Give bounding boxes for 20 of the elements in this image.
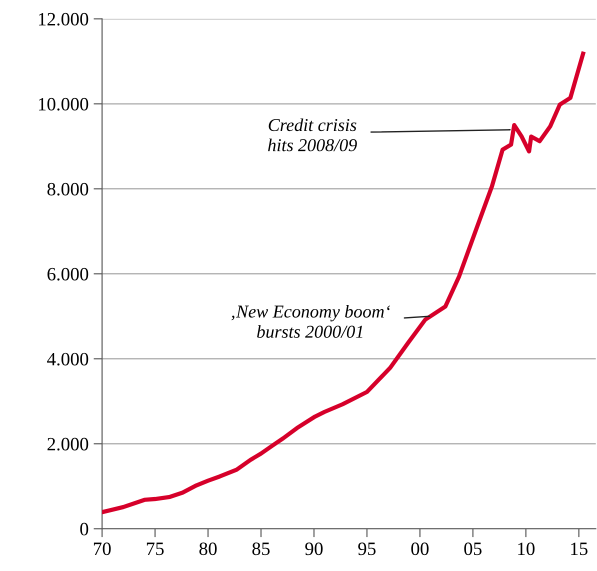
- x-tick-label: 80: [199, 542, 217, 556]
- x-tick-label: 15: [571, 542, 588, 556]
- x-tick-label: 70: [94, 542, 111, 556]
- annotation: Credit crisis hits 2008/09: [268, 118, 357, 152]
- y-tick-label: 0: [80, 522, 88, 536]
- x-tick-label: 00: [411, 542, 429, 556]
- x-tick-label: 05: [464, 542, 482, 556]
- y-tick-label: 4.000: [47, 352, 88, 366]
- x-tick-label: 75: [146, 542, 164, 556]
- line-series: [102, 52, 586, 514]
- y-tick-label: 6.000: [48, 268, 88, 281]
- y-tick-label: 10.000: [38, 98, 88, 111]
- x-tick-label: 10: [518, 542, 535, 556]
- y-tick-label: 2.000: [48, 438, 88, 451]
- y-tick-label: 8.000: [47, 182, 88, 196]
- annotation: ‚New Economy boom‘ bursts 2000/01: [232, 304, 390, 338]
- x-tick-label: 90: [305, 542, 323, 556]
- x-tick-label: 85: [252, 542, 270, 556]
- y-tick-label: 12.000: [38, 12, 88, 26]
- x-tick-label: 95: [358, 542, 376, 556]
